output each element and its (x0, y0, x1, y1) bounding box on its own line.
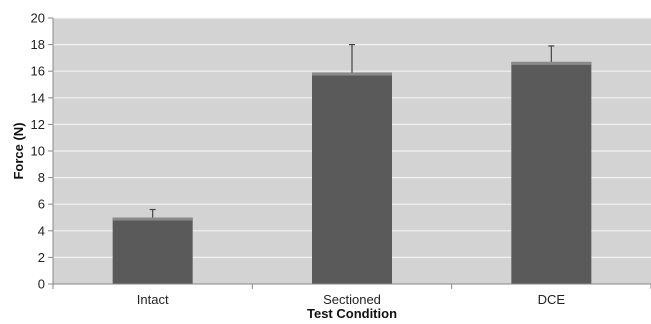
x-tick-label: DCE (538, 292, 566, 307)
y-tick-labels: 0 2 4 6 8 10 12 14 16 18 20 (31, 11, 53, 292)
y-tick-label: 18 (31, 37, 45, 52)
x-tick-label: Intact (137, 292, 169, 307)
x-tick-label: Sectioned (323, 292, 381, 307)
bar-top-highlight (112, 217, 193, 221)
error-bars (149, 43, 555, 218)
y-axis-title: Force (N) (11, 122, 26, 179)
y-tick-label: 6 (38, 197, 45, 212)
y-tick-label: 14 (31, 90, 45, 105)
bar (112, 217, 193, 284)
bars (112, 61, 592, 284)
y-tick-label: 2 (38, 250, 45, 265)
bar-top-highlight (312, 72, 392, 76)
y-tick-label: 0 (38, 277, 45, 292)
bar-top-highlight (511, 61, 592, 65)
bar (312, 72, 392, 284)
y-tick-label: 4 (38, 223, 45, 238)
x-axis-title: Test Condition (307, 306, 397, 321)
y-tick-label: 16 (31, 64, 45, 79)
y-tick-label: 20 (31, 11, 45, 26)
y-tick-label: 10 (31, 144, 45, 159)
x-tick-labels: Intact Sectioned DCE (52, 284, 651, 307)
bar (511, 61, 592, 284)
y-tick-label: 8 (38, 170, 45, 185)
y-tick-label: 12 (31, 117, 45, 132)
